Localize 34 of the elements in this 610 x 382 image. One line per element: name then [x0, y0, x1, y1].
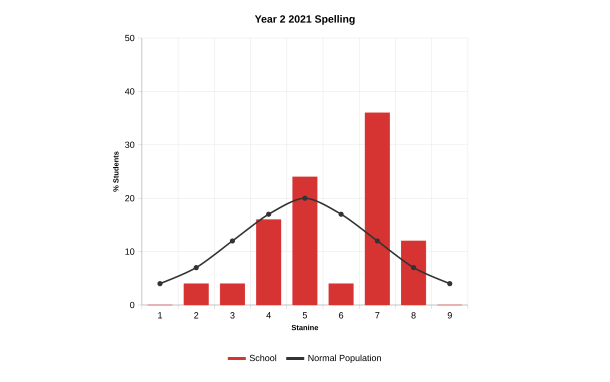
point: [410, 265, 416, 270]
x-tick-label: 2: [194, 312, 198, 318]
bar: [184, 283, 209, 306]
legend-label: Normal Population: [308, 354, 381, 363]
x-tick-label: 1: [158, 312, 162, 318]
point: [302, 196, 308, 201]
y-tick-label: 0: [130, 302, 134, 308]
legend-label: School: [250, 354, 276, 362]
point: [374, 238, 380, 244]
x-tick-label: 5: [302, 312, 308, 318]
x-tick-label: 8: [411, 312, 416, 319]
y-tick-label: 20: [125, 195, 134, 202]
chart-title: Year 2 2021 Spelling: [254, 15, 355, 25]
bar: [364, 112, 390, 306]
y-tick-label: 10: [125, 248, 134, 255]
bar: [292, 176, 318, 306]
bar: [328, 283, 354, 306]
y-tick-label: 50: [125, 34, 134, 42]
y-tick-label: 40: [124, 88, 134, 95]
x-tick-label: 4: [266, 312, 271, 318]
bar: [401, 240, 426, 306]
point: [230, 238, 236, 244]
point: [447, 281, 452, 286]
point: [157, 281, 163, 286]
x-tick-label: 9: [448, 312, 452, 319]
bar: [220, 283, 245, 306]
point: [338, 212, 344, 217]
bar: [256, 219, 282, 306]
point: [194, 265, 199, 270]
x-tick-label: 7: [375, 312, 380, 318]
point: [266, 212, 272, 217]
y-tick-label: 30: [125, 142, 134, 148]
x-tick-label: 6: [339, 312, 344, 319]
x-tick-label: 3: [230, 312, 235, 319]
